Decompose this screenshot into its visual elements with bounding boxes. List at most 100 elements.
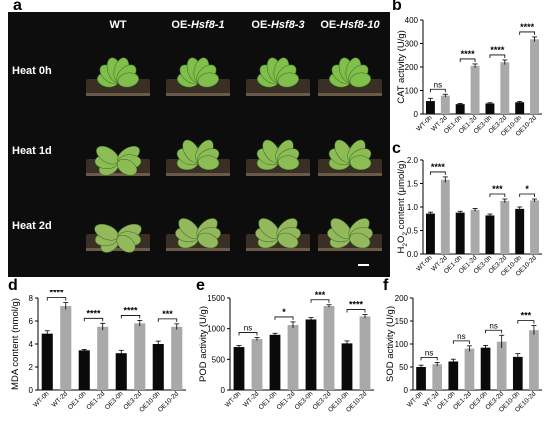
y-axis-label-b: CAT activity (U/g) xyxy=(396,30,407,104)
y-tick-label-d-1: 2 xyxy=(29,363,34,372)
y-tick-label-c-0: 0.0 xyxy=(407,250,419,259)
sig-bracket-d-2 xyxy=(120,315,141,319)
bar-b-OE3-2d xyxy=(500,62,510,114)
y-tick-label-d-0: 0 xyxy=(29,386,34,395)
bar-e-WT-0h xyxy=(233,347,245,390)
panel-label-d: d xyxy=(8,277,18,294)
bar-e-OE1-0h xyxy=(269,334,281,390)
bar-c-OE3-0h xyxy=(485,215,495,254)
sig-bracket-d-3 xyxy=(157,318,178,322)
x-tick-label-e-4: OE3-0h xyxy=(294,390,315,411)
bar-e-OE10-0h xyxy=(341,343,353,390)
y-tick-label-c-2: 1.0 xyxy=(407,203,419,212)
bar-b-OE1-2d xyxy=(470,65,480,114)
bar-f-OE3-0h xyxy=(480,347,491,390)
bar-d-OE10-0h xyxy=(152,344,164,390)
sig-label-d-1: **** xyxy=(86,308,101,318)
column-header-1: OE-Hsf8-1 xyxy=(171,19,224,31)
y-tick-label-e-2: 1000 xyxy=(207,325,225,334)
y-tick-label-d-2: 4 xyxy=(29,340,34,349)
plant-r2-c0 xyxy=(86,223,150,253)
sig-label-d-0: **** xyxy=(49,290,64,298)
bar-e-OE3-0h xyxy=(305,319,317,390)
bar-b-OE10-0h xyxy=(515,102,525,114)
sig-bracket-d-1 xyxy=(83,317,104,322)
panel-label-e: e xyxy=(196,277,205,294)
bar-b-OE10-2d xyxy=(530,39,540,114)
x-tick-label-e-3: OE1-2d xyxy=(276,390,297,411)
bar-c-WT-0h xyxy=(425,213,435,254)
sig-bracket-b-1 xyxy=(459,58,476,62)
plant-r1-c2 xyxy=(246,139,310,176)
bar-e-OE10-2d xyxy=(359,316,371,390)
sig-label-c-2: * xyxy=(525,184,529,194)
bar-f-OE10-2d xyxy=(529,330,539,390)
bar-c-OE10-2d xyxy=(530,200,540,254)
y-tick-label-f-2: 100 xyxy=(395,340,409,349)
sig-label-d-3: *** xyxy=(162,309,173,319)
sig-label-f-1: ns xyxy=(457,332,465,341)
bar-d-OE1-2d xyxy=(97,326,109,390)
y-axis-label-c: H2O2 content (μmol/g) xyxy=(396,161,409,254)
sig-bracket-d-0 xyxy=(46,297,67,301)
sig-label-b-1: **** xyxy=(461,49,476,59)
sig-label-b-0: ns xyxy=(434,80,442,89)
sig-bracket-c-0 xyxy=(430,171,446,175)
bar-b-WT-0h xyxy=(425,101,435,114)
plant-r1-c3 xyxy=(318,139,382,176)
bar-f-OE1-2d xyxy=(464,348,475,390)
sig-bracket-e-3 xyxy=(346,309,366,313)
bar-c-WT-2d xyxy=(440,179,450,254)
y-axis-label-d: MDA content (nmol/g) xyxy=(10,298,21,390)
sig-bracket-b-0 xyxy=(430,88,446,93)
x-tick-label-e-0: WT-0h xyxy=(224,390,243,409)
y-tick-label-c-1: 0.5 xyxy=(407,227,419,236)
column-header-2: OE-Hsf8-3 xyxy=(251,19,304,31)
bar-d-OE1-0h xyxy=(78,350,90,390)
bar-f-OE3-2d xyxy=(496,341,507,390)
sig-label-e-2: *** xyxy=(315,290,326,300)
y-axis-label-e: POD activity (U/g) xyxy=(198,306,209,382)
y-tick-label-e-3: 1500 xyxy=(207,294,225,303)
bar-b-WT-2d xyxy=(440,95,450,114)
y-tick-label-b-2: 200 xyxy=(405,63,419,72)
x-tick-label-d-7: OE10-2d xyxy=(157,390,181,414)
bar-e-OE1-2d xyxy=(287,324,299,390)
y-tick-label-e-0: 0 xyxy=(221,386,226,395)
sig-bracket-f-1 xyxy=(452,340,470,344)
y-tick-label-b-3: 300 xyxy=(405,40,419,49)
sig-label-e-3: **** xyxy=(349,300,364,310)
sig-bracket-c-2 xyxy=(519,193,535,198)
bar-e-OE3-2d xyxy=(323,305,335,390)
plant-r2-c1 xyxy=(166,218,230,251)
sig-label-c-1: *** xyxy=(492,184,503,194)
column-header-0: WT xyxy=(109,19,126,31)
bar-d-OE3-0h xyxy=(115,353,127,390)
plant-r1-c0 xyxy=(86,145,150,176)
y-tick-label-b-4: 400 xyxy=(405,16,419,25)
y-tick-label-f-4: 200 xyxy=(395,294,409,303)
x-tick-label-d-4: OE3-0h xyxy=(104,390,125,411)
row-label-1: Heat 1d xyxy=(12,145,52,157)
sig-label-d-2: **** xyxy=(123,305,138,315)
bar-d-OE3-2d xyxy=(134,323,146,390)
plant-r2-c2 xyxy=(246,218,310,251)
y-tick-label-e-1: 500 xyxy=(212,355,226,364)
plant-r0-c3 xyxy=(318,57,382,96)
plant-r1-c1 xyxy=(166,139,230,176)
plant-photos xyxy=(86,57,382,266)
sig-bracket-f-0 xyxy=(420,357,438,361)
sig-label-c-0: **** xyxy=(431,162,446,172)
y-axis-label-f: SOD activity (U/g) xyxy=(385,306,396,382)
y-tick-label-d-4: 8 xyxy=(29,294,34,303)
y-tick-label-f-1: 50 xyxy=(399,363,408,372)
row-label-0: Heat 0h xyxy=(12,65,52,77)
bar-c-OE1-0h xyxy=(455,212,465,254)
y-tick-label-c-3: 1.5 xyxy=(407,180,419,189)
sig-label-e-0: ns xyxy=(244,324,252,333)
sig-bracket-e-0 xyxy=(238,332,258,336)
plant-photo-panel: WT OE-Hsf8-1 OE-Hsf8-3 OE-Hsf8-10 Heat 0h Hea… xyxy=(8,12,390,277)
column-header-3: OE-Hsf8-10 xyxy=(320,19,380,31)
